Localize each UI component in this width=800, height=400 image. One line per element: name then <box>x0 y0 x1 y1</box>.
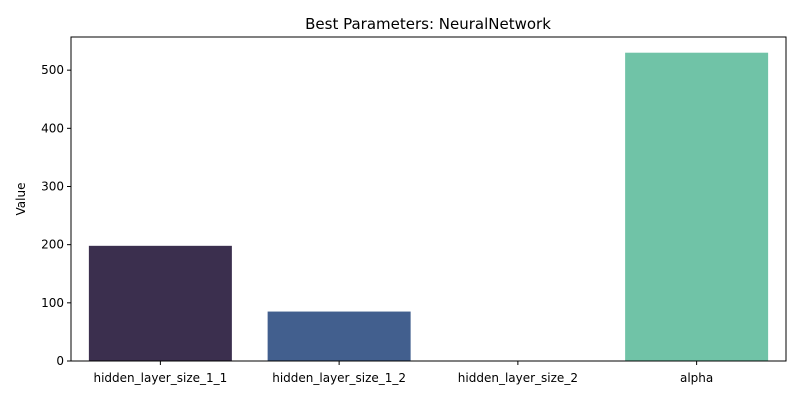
bar-alpha <box>625 52 769 361</box>
plot-frame <box>70 36 787 362</box>
x-tick-label: alpha <box>680 371 713 385</box>
y-tick-label: 400 <box>41 121 64 135</box>
y-tick-label: 0 <box>56 354 64 368</box>
y-axis-ticks: 0 100 200 300 400 500 <box>41 63 71 368</box>
x-tick-label: hidden_layer_size_1_2 <box>272 371 406 385</box>
y-tick-label: 100 <box>41 296 64 310</box>
bars-group <box>88 52 769 361</box>
x-axis-ticks: hidden_layer_size_1_1 hidden_layer_size_1… <box>93 361 713 385</box>
chart-title: Best Parameters: NeuralNetwork <box>305 15 551 33</box>
x-tick-label: hidden_layer_size_1_1 <box>93 371 227 385</box>
y-tick-label: 200 <box>41 238 64 252</box>
bar-hidden_layer_size_1_2 <box>267 311 411 361</box>
y-tick-label: 500 <box>41 63 64 77</box>
bar-hidden_layer_size_1_1 <box>88 245 232 361</box>
y-tick-label: 300 <box>41 179 64 193</box>
x-tick-label: hidden_layer_size_2 <box>458 371 578 385</box>
y-axis-label: Value <box>14 183 28 216</box>
